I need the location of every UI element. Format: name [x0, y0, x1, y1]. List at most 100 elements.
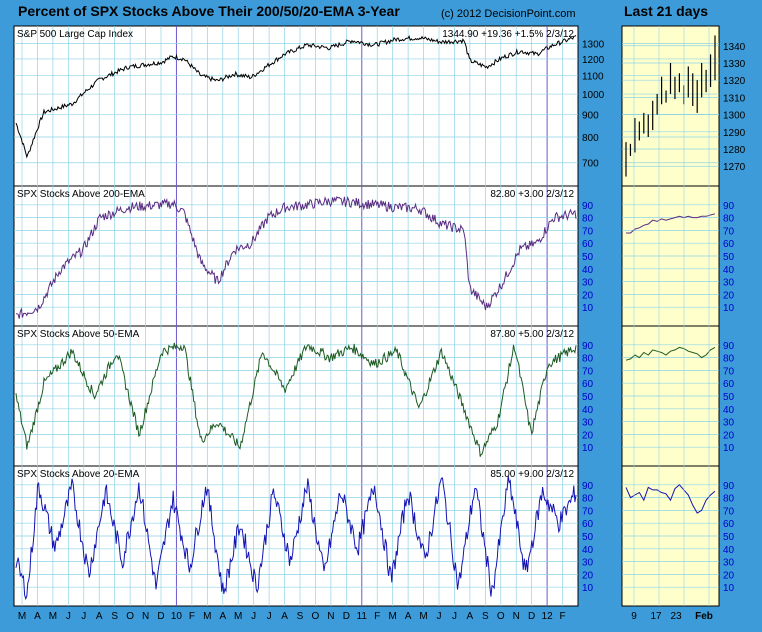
- x-tick-label: 10: [171, 611, 183, 622]
- side-y-tick-label: 50: [723, 392, 735, 403]
- side-y-tick-label: 90: [723, 481, 735, 492]
- y-tick-label: 90: [582, 481, 594, 492]
- y-tick-label: 90: [582, 341, 594, 352]
- y-tick-label: 70: [582, 366, 594, 377]
- x-tick-label: A: [96, 611, 103, 622]
- side-y-tick-label: 10: [723, 583, 735, 594]
- x-tick-label: N: [513, 611, 520, 622]
- side-y-tick-label: 30: [723, 418, 735, 429]
- side-y-tick-label: 90: [723, 341, 735, 352]
- x-tick-label: O: [126, 611, 134, 622]
- x-tick-label: M: [203, 611, 211, 622]
- x-tick-label: 12: [542, 611, 554, 622]
- x-tick-label: F: [374, 611, 380, 622]
- side-y-tick-label: 1320: [723, 76, 746, 87]
- side-y-tick-label: 70: [723, 226, 735, 237]
- y-tick-label: 50: [582, 392, 594, 403]
- x-tick-label: O: [497, 611, 505, 622]
- x-tick-label: M: [419, 611, 427, 622]
- x-tick-label: M: [388, 611, 396, 622]
- x-tick-label: D: [343, 611, 350, 622]
- side-y-tick-label: 1330: [723, 59, 746, 70]
- side-y-tick-label: 60: [723, 519, 735, 530]
- y-tick-label: 30: [582, 558, 594, 569]
- x-tick-label: M: [18, 611, 26, 622]
- y-tick-label: 80: [582, 354, 594, 365]
- side-y-tick-label: 80: [723, 214, 735, 225]
- series-line: [15, 195, 577, 319]
- x-tick-label: S: [297, 611, 304, 622]
- side-y-tick-label: 1310: [723, 93, 746, 104]
- chart-title: Percent of SPX Stocks Above Their 200/50…: [18, 3, 400, 19]
- side-x-tick-label: 23: [670, 611, 682, 622]
- x-tick-label: F: [189, 611, 195, 622]
- panel-title: S&P 500 Large Cap Index: [17, 29, 133, 40]
- side-series-line: [625, 346, 716, 361]
- x-tick-label: O: [312, 611, 320, 622]
- panel-readout: 82.80 +3.00 2/3/12: [490, 189, 574, 200]
- x-tick-label: J: [437, 611, 442, 622]
- series-line: [15, 342, 577, 457]
- x-tick-label: J: [267, 611, 272, 622]
- y-tick-label: 40: [582, 265, 594, 276]
- y-tick-label: 20: [582, 290, 594, 301]
- y-tick-label: 1200: [582, 55, 605, 66]
- side-x-tick-label: Feb: [695, 611, 713, 622]
- side-y-tick-label: 90: [723, 201, 735, 212]
- side-panel-bg: [621, 25, 720, 187]
- y-tick-label: 20: [582, 570, 594, 581]
- y-tick-label: 50: [582, 252, 594, 263]
- panel-title: SPX Stocks Above 200-EMA: [17, 189, 145, 200]
- x-tick-label: J: [81, 611, 86, 622]
- x-tick-label: J: [66, 611, 71, 622]
- side-y-tick-label: 20: [723, 290, 735, 301]
- y-tick-label: 30: [582, 418, 594, 429]
- side-y-tick-label: 30: [723, 558, 735, 569]
- side-y-tick-label: 60: [723, 379, 735, 390]
- y-tick-label: 50: [582, 532, 594, 543]
- y-tick-label: 700: [582, 159, 599, 170]
- y-tick-label: 10: [582, 443, 594, 454]
- side-y-tick-label: 1270: [723, 162, 746, 173]
- side-y-tick-label: 30: [723, 278, 735, 289]
- y-tick-label: 30: [582, 278, 594, 289]
- side-y-tick-label: 10: [723, 443, 735, 454]
- panel-readout: 85.00 +9.00 2/3/12: [490, 469, 574, 480]
- x-tick-label: J: [452, 611, 457, 622]
- x-tick-label: N: [327, 611, 334, 622]
- y-tick-label: 40: [582, 405, 594, 416]
- side-y-tick-label: 40: [723, 545, 735, 556]
- x-tick-label: A: [467, 611, 474, 622]
- side-title: Last 21 days: [624, 3, 709, 19]
- y-tick-label: 80: [582, 494, 594, 505]
- side-y-tick-label: 10: [723, 303, 735, 314]
- x-tick-label: 11: [357, 611, 368, 622]
- y-tick-label: 20: [582, 430, 594, 441]
- y-tick-label: 90: [582, 201, 594, 212]
- x-tick-label: A: [405, 611, 412, 622]
- side-y-tick-label: 50: [723, 532, 735, 543]
- side-y-tick-label: 80: [723, 494, 735, 505]
- x-tick-label: M: [234, 611, 242, 622]
- y-tick-label: 1000: [582, 90, 605, 101]
- side-x-tick-label: 17: [650, 611, 662, 622]
- side-y-tick-label: 1340: [723, 42, 746, 53]
- side-y-tick-label: 70: [723, 366, 735, 377]
- x-tick-label: F: [560, 611, 566, 622]
- y-tick-label: 1300: [582, 40, 605, 51]
- x-tick-label: A: [219, 611, 226, 622]
- y-tick-label: 10: [582, 303, 594, 314]
- y-tick-label: 1100: [582, 72, 604, 83]
- y-tick-label: 900: [582, 110, 599, 121]
- series-line: [15, 34, 577, 159]
- y-tick-label: 10: [582, 583, 594, 594]
- panel-title: SPX Stocks Above 20-EMA: [17, 469, 140, 480]
- x-tick-label: N: [142, 611, 149, 622]
- x-tick-label: D: [528, 611, 535, 622]
- panel-readout: 1344.90 +19.36 +1.5% 2/3/12: [442, 29, 574, 40]
- side-y-tick-label: 40: [723, 405, 735, 416]
- side-y-tick-label: 1300: [723, 111, 746, 122]
- x-tick-label: A: [34, 611, 41, 622]
- y-tick-label: 800: [582, 133, 599, 144]
